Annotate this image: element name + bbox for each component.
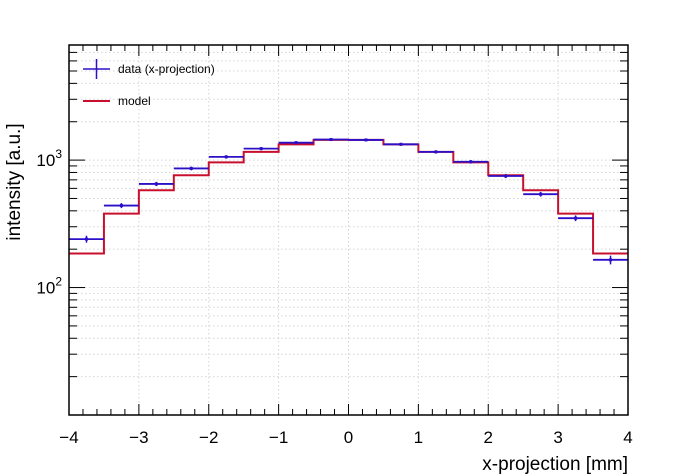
x-tick-label: −1 bbox=[269, 428, 288, 447]
data-marker bbox=[504, 174, 508, 178]
data-point bbox=[173, 166, 209, 171]
data-marker bbox=[434, 150, 438, 154]
data-marker bbox=[84, 237, 88, 241]
data-marker bbox=[329, 138, 333, 142]
data-marker bbox=[224, 155, 228, 159]
data-marker bbox=[189, 166, 193, 170]
tick-labels: −4 −3 −2 −1 0 1 2 3 4 102 103 bbox=[36, 147, 632, 447]
data-point bbox=[69, 235, 104, 243]
data-point bbox=[138, 181, 174, 187]
x-tick-label: 4 bbox=[623, 428, 632, 447]
data-point bbox=[488, 174, 524, 179]
data-point bbox=[103, 203, 139, 209]
data-point bbox=[243, 147, 279, 151]
data-point bbox=[383, 142, 419, 146]
x-axis-title: x-projection [mm] bbox=[482, 454, 628, 475]
data-marker bbox=[399, 142, 403, 146]
data-point bbox=[418, 150, 454, 154]
data-marker bbox=[609, 258, 613, 262]
data-point bbox=[523, 191, 559, 197]
x-tick-label: 2 bbox=[484, 428, 493, 447]
data-marker bbox=[154, 182, 158, 186]
grid bbox=[69, 45, 628, 415]
x-tick-label: −2 bbox=[199, 428, 218, 447]
data-series bbox=[69, 138, 628, 265]
y-tick-label: 103 bbox=[36, 147, 62, 170]
legend-data-label: data (x-projection) bbox=[118, 62, 215, 76]
y-tick-label: 102 bbox=[36, 275, 62, 298]
x-tick-label: 3 bbox=[553, 428, 562, 447]
data-marker bbox=[574, 216, 578, 220]
x-tick-label: −4 bbox=[59, 428, 78, 447]
data-marker bbox=[539, 192, 543, 196]
legend: data (x-projection) model bbox=[83, 59, 215, 108]
data-marker bbox=[364, 138, 368, 142]
x-tick-label: 1 bbox=[414, 428, 423, 447]
plot-frame bbox=[68, 44, 629, 416]
x-tick-label: 0 bbox=[344, 428, 353, 447]
data-marker bbox=[259, 147, 263, 151]
axes bbox=[68, 44, 629, 416]
data-point bbox=[208, 155, 244, 159]
data-marker bbox=[469, 160, 473, 164]
data-point bbox=[593, 255, 628, 265]
data-point bbox=[453, 160, 489, 164]
data-marker bbox=[294, 141, 298, 145]
data-marker bbox=[119, 204, 123, 208]
data-point bbox=[278, 141, 314, 145]
data-point bbox=[558, 215, 594, 222]
data-point bbox=[313, 138, 349, 142]
legend-model-label: model bbox=[118, 94, 151, 108]
y-axis-title: intensity [a.u.] bbox=[4, 123, 25, 240]
x-tick-label: −3 bbox=[129, 428, 148, 447]
data-point bbox=[348, 138, 384, 142]
